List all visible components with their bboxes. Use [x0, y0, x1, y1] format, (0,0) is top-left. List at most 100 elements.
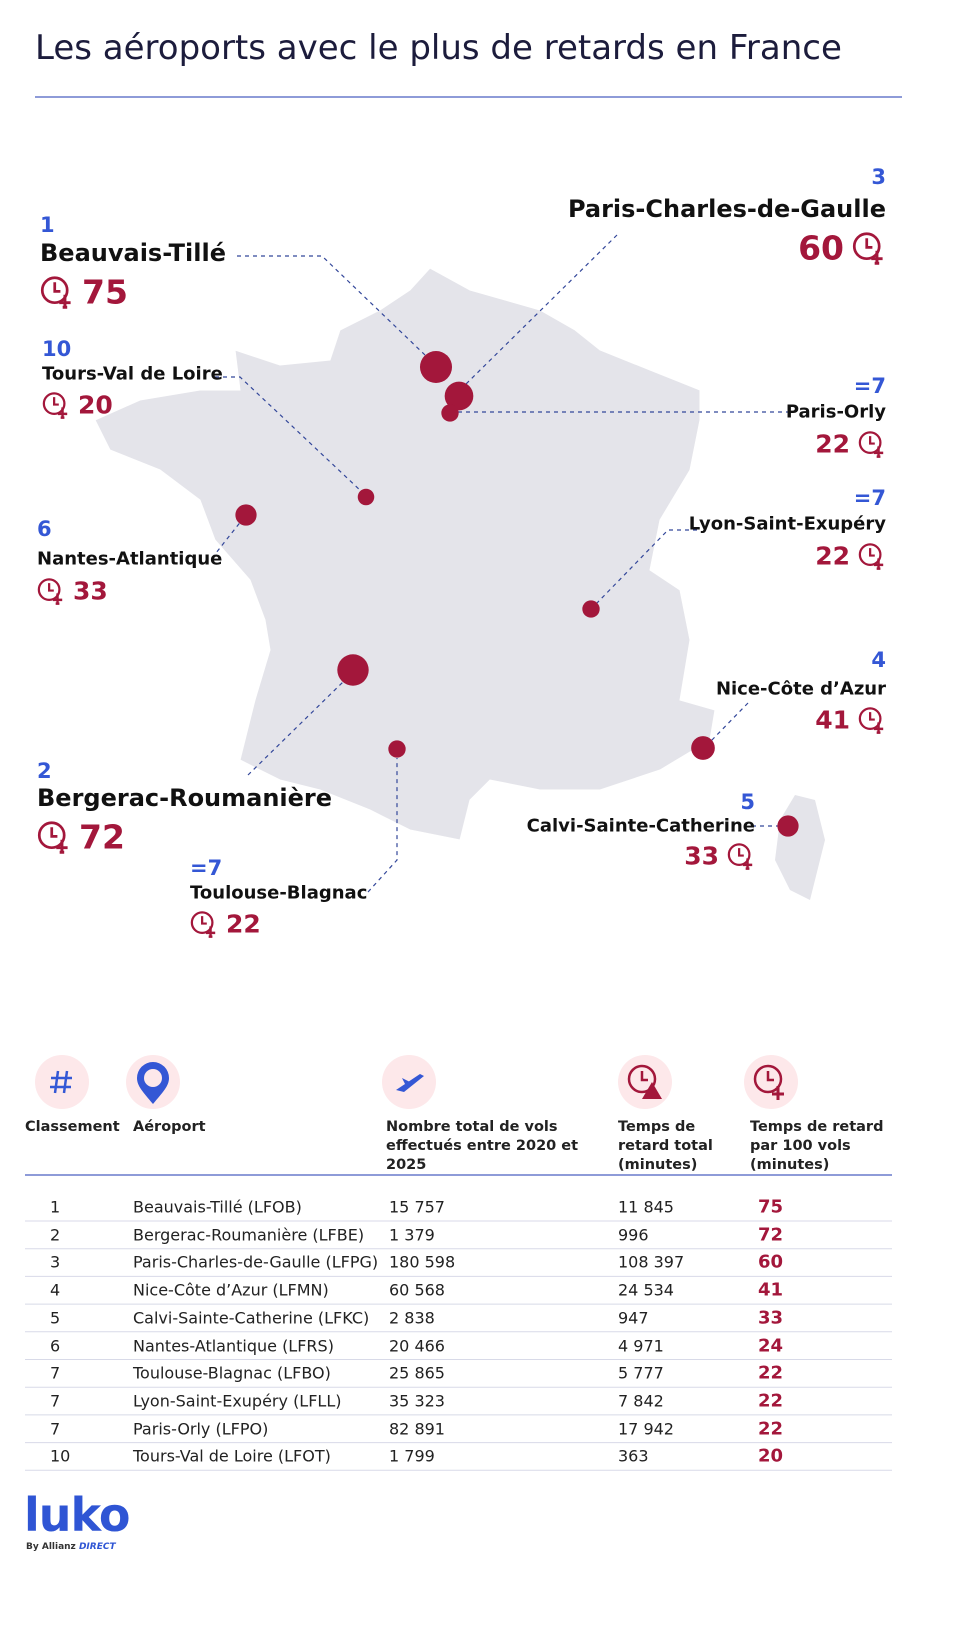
icon — [727, 842, 755, 870]
cell: Bergerac-Roumanière (LFBE) — [133, 1225, 365, 1245]
cell: 4 971 — [618, 1336, 664, 1355]
value: 72 — [79, 817, 125, 857]
delay-value: 72 — [37, 818, 125, 857]
delay-icon — [37, 820, 68, 854]
cell: 7 842 — [618, 1391, 664, 1411]
airport-name: Lyon-Saint-Exupéry — [688, 513, 886, 535]
cell: 72 — [758, 1224, 784, 1246]
delay-value: 60 — [798, 229, 886, 268]
tagline: By Allianz — [26, 1542, 76, 1552]
airport-name: Bergerac-Roumanière — [37, 784, 333, 812]
airport-dot — [357, 488, 375, 506]
cell: 1 799 — [389, 1446, 435, 1466]
airport-name: Tours-Val de Loire — [42, 363, 223, 385]
delay-value: 41 — [815, 706, 886, 735]
cell: Nantes-Atlantique (LFRS) — [133, 1336, 334, 1355]
rank: 2 — [37, 759, 52, 783]
plane-icon — [396, 1074, 424, 1092]
rank: 4 — [871, 648, 886, 672]
cell: 7 — [50, 1363, 61, 1383]
cell: 24 534 — [618, 1280, 674, 1300]
delay-value: 20 — [42, 391, 113, 420]
logo: luko — [24, 1488, 130, 1542]
cell: 10 — [50, 1446, 71, 1466]
rank: 6 — [37, 517, 52, 541]
airport-name: Nice-Côte d’Azur — [715, 678, 886, 700]
airport-name: Nantes-Atlantique — [37, 548, 223, 570]
cell: 24 — [758, 1335, 784, 1356]
cell: 20 466 — [389, 1336, 445, 1355]
delay-icon — [727, 842, 753, 870]
cell: Paris-Charles-de-Gaulle (LFPG) — [133, 1252, 379, 1272]
rank: 10 — [42, 337, 72, 361]
cell: 1 379 — [389, 1225, 435, 1245]
rank: 1 — [40, 213, 55, 237]
cell: Tours-Val de Loire (LFOT) — [133, 1446, 331, 1466]
delay-value: 22 — [815, 542, 886, 571]
cell: 25 865 — [389, 1363, 445, 1383]
cell: 41 — [758, 1279, 784, 1301]
value: 22 — [815, 541, 850, 571]
icon — [37, 820, 71, 854]
rank: 3 — [871, 165, 886, 189]
value: 75 — [82, 272, 128, 312]
cell: 60 — [758, 1251, 784, 1273]
clock-icons — [627, 1064, 783, 1094]
partner: DIRECT — [78, 1542, 116, 1552]
delay-icon — [42, 391, 68, 419]
airport-dot — [691, 736, 715, 760]
cell: 363 — [618, 1446, 649, 1466]
delay-value: 22 — [815, 430, 886, 459]
title: Les aéroports avec le plus de retards en… — [35, 28, 842, 68]
icon — [852, 231, 886, 265]
icon — [858, 706, 886, 734]
logo-tagline: By Allianz DIRECT — [26, 1542, 116, 1552]
warning-icon — [642, 1082, 662, 1099]
value: 33 — [73, 576, 108, 606]
cell: 2 — [50, 1225, 61, 1245]
cell: 4 — [50, 1280, 61, 1300]
airport-name: Toulouse-Blagnac — [190, 882, 368, 904]
cell: 947 — [618, 1308, 649, 1328]
delay-icon — [852, 231, 883, 265]
cell: 7 — [50, 1419, 61, 1439]
th: Classement — [25, 1119, 120, 1135]
rank: =7 — [190, 856, 223, 880]
hash-icon — [50, 1070, 72, 1094]
cell: 22 — [758, 1390, 784, 1412]
france-map — [94, 267, 716, 841]
delay-icon — [37, 577, 63, 605]
airport-name: Calvi-Sainte-Catherine — [526, 815, 755, 837]
airport-dot — [388, 740, 406, 758]
cell: 996 — [618, 1225, 649, 1245]
airport-name: Beauvais-Tillé — [40, 239, 226, 267]
cell: 1 — [50, 1197, 61, 1217]
airport-dot — [235, 504, 257, 526]
cell: 60 568 — [389, 1280, 445, 1300]
icon — [40, 275, 74, 309]
delay-icon — [190, 910, 216, 938]
value: 41 — [815, 705, 850, 735]
airport-dot — [777, 815, 799, 837]
delay-value: 75 — [40, 273, 128, 312]
cell: 35 323 — [389, 1391, 445, 1411]
corsica-map — [775, 795, 825, 900]
airport-dot — [582, 600, 600, 618]
delay-value: 33 — [684, 842, 755, 871]
rank: =7 — [853, 374, 886, 398]
value: 60 — [798, 228, 844, 268]
value: 20 — [78, 390, 113, 420]
value: 22 — [226, 909, 261, 939]
th: Aéroport — [133, 1119, 206, 1135]
cell: 2 838 — [389, 1308, 435, 1328]
plane-mini — [772, 1086, 784, 1100]
delay-value: 22 — [190, 910, 261, 939]
cell: 11 845 — [618, 1197, 674, 1217]
cell: 5 — [50, 1308, 61, 1328]
delay-icon — [858, 706, 884, 734]
th: Nombre total de vols effectués entre 202… — [386, 1119, 579, 1173]
cell: Paris-Orly (LFPO) — [133, 1419, 269, 1439]
icon — [42, 391, 70, 419]
